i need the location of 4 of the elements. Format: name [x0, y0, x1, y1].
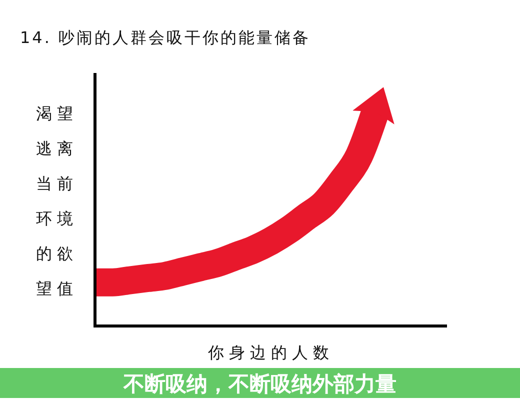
- text: 不断吸纳，不断吸纳外部力量: [122, 372, 396, 396]
- chart-title: 14. 吵闹的人群会吸干你的能量储备: [20, 28, 311, 47]
- y-axis-title: 渴望逃离当前环境的欲望值: [36, 104, 78, 298]
- x-axis-title: 你身边的人数: [207, 343, 334, 362]
